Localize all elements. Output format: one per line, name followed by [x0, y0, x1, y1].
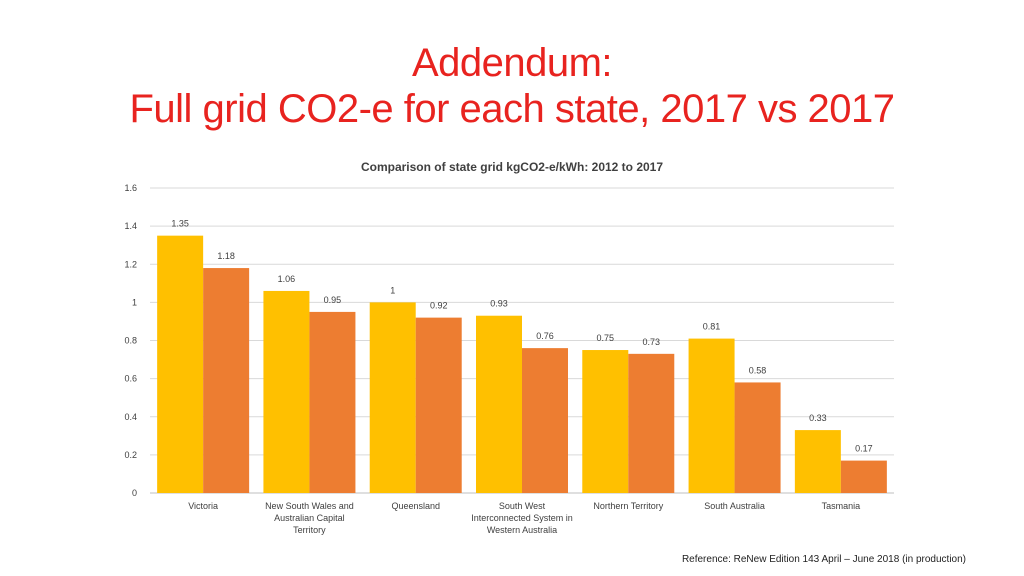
- data-label: 1.35: [171, 219, 189, 229]
- slide-title: Addendum: Full grid CO2-e for each state…: [0, 40, 1024, 132]
- category-label: New South Wales and: [265, 501, 354, 511]
- bar: [415, 317, 462, 493]
- y-tick-label: 1.2: [124, 259, 137, 269]
- bar: [203, 268, 250, 493]
- y-tick-label: 0.2: [124, 450, 137, 460]
- category-label: South Australia: [704, 501, 765, 511]
- slide-title-line-2: Full grid CO2-e for each state, 2017 vs …: [129, 87, 895, 131]
- category-label: Northern Territory: [593, 501, 663, 511]
- y-tick-label: 0.6: [124, 374, 137, 384]
- bar: [263, 290, 310, 493]
- category-label: Victoria: [188, 501, 218, 511]
- bar: [794, 430, 841, 493]
- y-tick-label: 1.6: [124, 183, 137, 193]
- bars: [157, 235, 887, 493]
- data-label: 0.95: [324, 295, 342, 305]
- bar: [688, 338, 735, 493]
- data-label: 0.17: [855, 444, 873, 454]
- category-label: Western Australia: [487, 525, 557, 535]
- category-label: Queensland: [391, 501, 440, 511]
- bar: [522, 348, 568, 493]
- data-label: 0.93: [490, 299, 508, 309]
- data-label: 1.06: [278, 274, 296, 284]
- data-label: 0.76: [536, 331, 554, 341]
- category-label: Tasmania: [822, 501, 861, 511]
- category-label: Australian Capital: [274, 513, 345, 523]
- category-label: Interconnected System in: [471, 513, 573, 523]
- data-label: 0.81: [703, 322, 721, 332]
- chart-title: Comparison of state grid kgCO2-e/kWh: 20…: [361, 160, 663, 174]
- bar: [734, 382, 781, 493]
- y-tick-label: 0.4: [124, 412, 137, 422]
- data-label: 0.92: [430, 301, 448, 311]
- reference-note: Reference: ReNew Edition 143 April – Jun…: [681, 554, 966, 565]
- bar: [369, 302, 416, 493]
- bar: [309, 311, 356, 493]
- x-axis-categories: Victoria New South Wales and Australian Ca…: [188, 501, 860, 535]
- data-label: 0.33: [809, 413, 827, 423]
- data-label: 0.58: [749, 365, 767, 375]
- data-label: 1: [390, 285, 395, 295]
- category-label: Territory: [293, 525, 326, 535]
- data-label: 0.73: [643, 337, 661, 347]
- y-tick-label: 1.4: [124, 221, 137, 231]
- bar: [476, 315, 522, 493]
- bar: [157, 235, 204, 493]
- bar: [628, 353, 675, 493]
- y-axis-ticks: 0 0.2 0.4 0.6 0.8 1 1.2 1.4 1.6: [124, 183, 137, 498]
- category-label: South West: [499, 501, 546, 511]
- bar: [840, 460, 887, 493]
- bar: [582, 350, 629, 493]
- y-tick-label: 1: [132, 297, 137, 307]
- slide-title-line-1: Addendum:: [411, 41, 613, 85]
- data-label: 0.75: [597, 333, 615, 343]
- y-tick-label: 0: [132, 488, 137, 498]
- y-tick-label: 0.8: [124, 336, 137, 346]
- data-labels: 1.35 1.18 1.06 0.95 1 0.92 0.93 0.76 0.75 0.73 0.8…: [171, 219, 872, 454]
- data-label: 1.18: [217, 251, 235, 261]
